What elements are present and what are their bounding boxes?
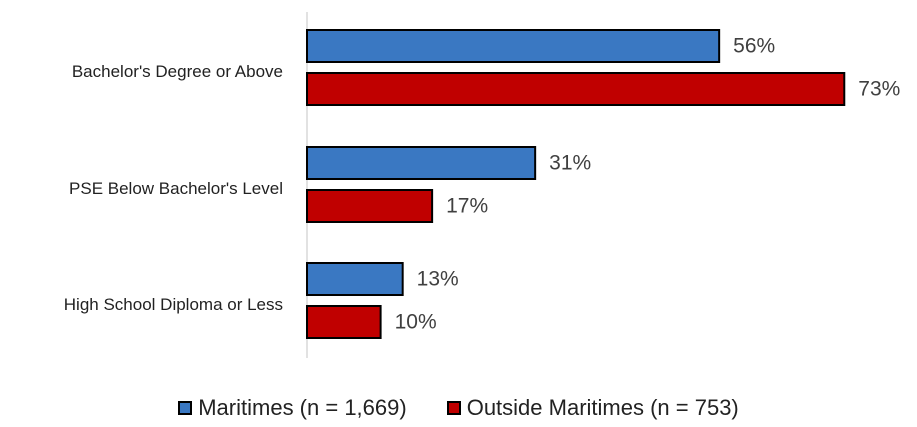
bar-outside-maritimes-bachelor-s-degree-or-above — [306, 72, 846, 106]
value-label-maritimes-bachelor-s-degree-or-above: 56% — [733, 35, 775, 58]
bar-chart: Bachelor's Degree or Above PSE Below Bach… — [64, 12, 901, 358]
bar-outside-maritimes-pse-below-bachelor-s-level — [306, 189, 434, 223]
bar-maritimes-high-school-diploma-or-less — [306, 262, 404, 296]
category-label-pse-below-bachelor-s-level: PSE Below Bachelor's Level — [69, 179, 283, 198]
value-label-outside-maritimes-pse-below-bachelor-s-level: 17% — [446, 195, 488, 218]
value-label-outside-maritimes-bachelor-s-degree-or-above: 73% — [858, 78, 900, 101]
bars — [306, 29, 846, 339]
category-label-bachelor-s-degree-or-above: Bachelor's Degree or Above — [72, 62, 283, 81]
category-label-high-school-diploma-or-less: High School Diploma or Less — [64, 295, 283, 314]
bar-maritimes-bachelor-s-degree-or-above — [306, 29, 721, 63]
legend-item-maritimes: Maritimes (n = 1,669) — [178, 395, 407, 421]
value-labels: 56% 73% 31% 17% 13% 10% — [395, 35, 901, 334]
legend-label-maritimes: Maritimes (n = 1,669) — [198, 395, 407, 420]
value-label-maritimes-high-school-diploma-or-less: 13% — [417, 268, 459, 291]
value-label-outside-maritimes-high-school-diploma-or-less: 10% — [395, 311, 437, 334]
bar-outside-maritimes-high-school-diploma-or-less — [306, 305, 382, 339]
value-label-maritimes-pse-below-bachelor-s-level: 31% — [549, 152, 591, 175]
legend-swatch-outside-maritimes — [446, 401, 461, 415]
bar-maritimes-pse-below-bachelor-s-level — [306, 146, 537, 180]
category-labels: Bachelor's Degree or Above PSE Below Bach… — [64, 62, 283, 314]
legend: Maritimes (n = 1,669) Outside Maritimes … — [0, 392, 917, 424]
legend-item-outside-maritimes: Outside Maritimes (n = 753) — [446, 395, 739, 421]
legend-swatch-maritimes — [178, 401, 193, 415]
legend-label-outside-maritimes: Outside Maritimes (n = 753) — [466, 395, 739, 420]
